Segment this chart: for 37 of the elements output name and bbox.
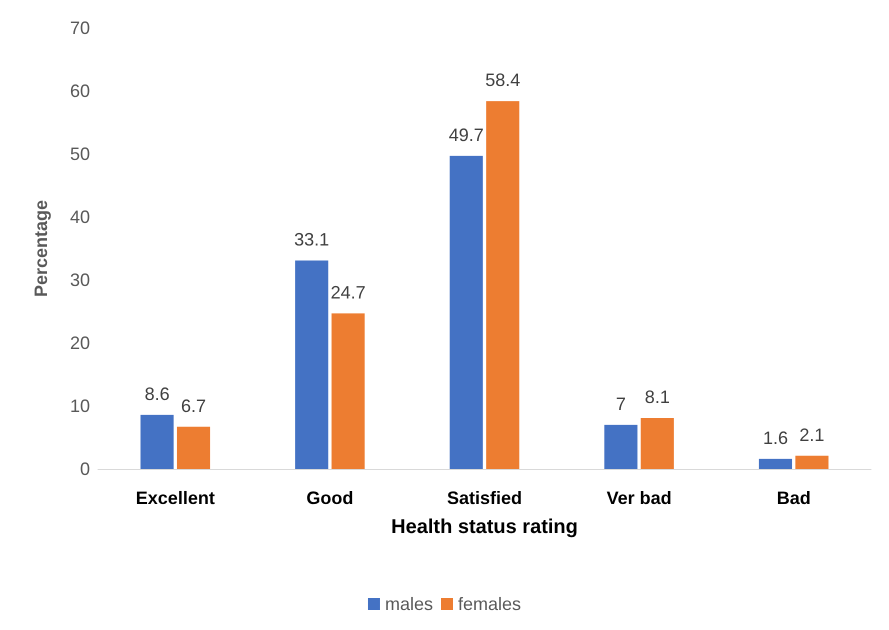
y-tick-label: 70 bbox=[70, 18, 90, 38]
x-tick-label: Excellent bbox=[136, 488, 215, 508]
x-tick-label: Satisfied bbox=[446, 488, 522, 508]
x-tick-label: Good bbox=[306, 488, 354, 508]
bar bbox=[332, 313, 365, 469]
bar bbox=[140, 414, 174, 469]
y-tick-label: 50 bbox=[70, 144, 90, 164]
data-label: 49.7 bbox=[448, 124, 484, 145]
data-label: 33.1 bbox=[294, 229, 330, 250]
data-label: 24.7 bbox=[330, 282, 366, 302]
bar bbox=[640, 418, 674, 469]
bar bbox=[295, 260, 328, 469]
data-label: 7 bbox=[616, 394, 626, 414]
y-tick-label: 60 bbox=[70, 81, 90, 101]
bar bbox=[486, 101, 520, 469]
data-label: 2.1 bbox=[799, 424, 824, 445]
data-label: 6.7 bbox=[181, 396, 206, 416]
bar bbox=[795, 456, 828, 469]
x-tick-label: Bad bbox=[776, 488, 811, 508]
y-tick-label: 0 bbox=[80, 459, 90, 479]
data-label: 1.6 bbox=[762, 428, 788, 448]
y-axis-title: Percentage bbox=[31, 200, 51, 298]
y-tick-label: 40 bbox=[70, 207, 90, 227]
x-tick-label: Ver bad bbox=[606, 488, 672, 508]
bar bbox=[176, 426, 210, 469]
bar bbox=[604, 424, 638, 469]
bar bbox=[758, 458, 792, 469]
bar bbox=[450, 156, 483, 469]
y-tick-label: 30 bbox=[70, 270, 90, 290]
y-tick-label: 20 bbox=[70, 333, 90, 353]
data-label: 58.4 bbox=[485, 70, 520, 90]
legend-label: females bbox=[458, 594, 522, 614]
legend-label: males bbox=[384, 594, 433, 614]
x-axis-title: Health status rating bbox=[391, 516, 578, 538]
data-label: 8.6 bbox=[144, 384, 170, 404]
y-tick-label: 10 bbox=[70, 396, 90, 416]
data-label: 8.1 bbox=[644, 386, 670, 407]
